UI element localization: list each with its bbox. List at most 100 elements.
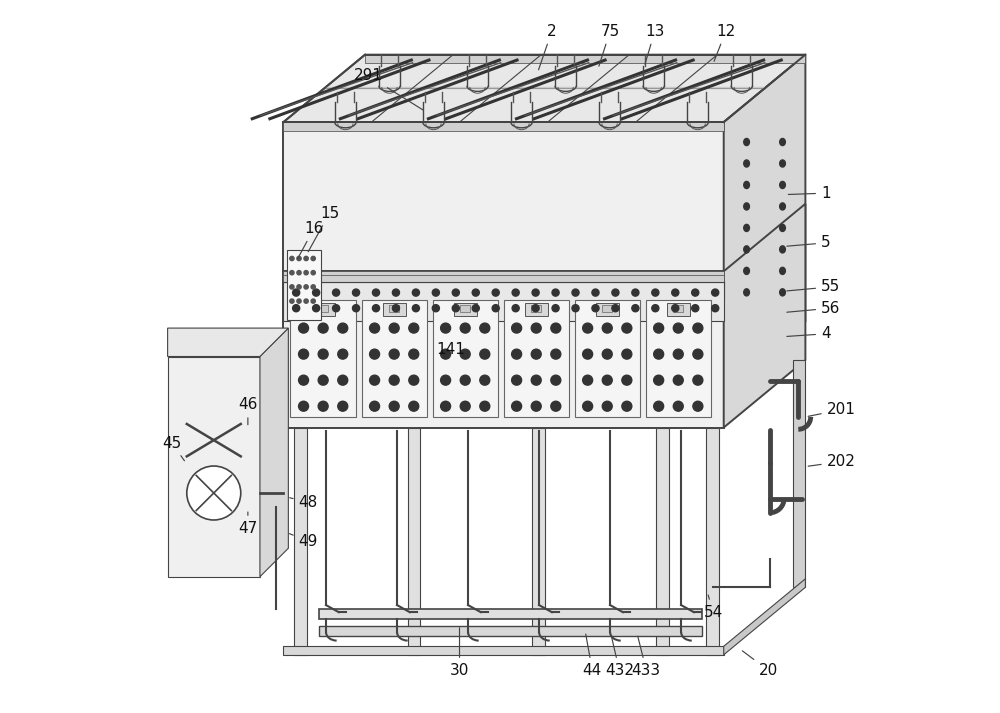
Circle shape xyxy=(441,323,451,333)
Circle shape xyxy=(602,349,612,359)
Circle shape xyxy=(592,289,599,296)
Circle shape xyxy=(372,304,380,312)
Circle shape xyxy=(480,401,490,411)
Circle shape xyxy=(460,349,470,359)
Polygon shape xyxy=(365,55,805,63)
Circle shape xyxy=(311,270,315,275)
Bar xyxy=(575,299,640,417)
Circle shape xyxy=(352,304,360,312)
Circle shape xyxy=(412,304,419,312)
Bar xyxy=(283,275,724,282)
Ellipse shape xyxy=(780,203,785,210)
Ellipse shape xyxy=(744,267,749,275)
Circle shape xyxy=(612,304,619,312)
Circle shape xyxy=(460,323,470,333)
Circle shape xyxy=(389,401,399,411)
Bar xyxy=(667,303,690,316)
Circle shape xyxy=(602,375,612,385)
Circle shape xyxy=(480,349,490,359)
Circle shape xyxy=(392,289,399,296)
Bar xyxy=(596,303,619,316)
Circle shape xyxy=(531,349,541,359)
Polygon shape xyxy=(260,328,288,577)
Circle shape xyxy=(622,375,632,385)
Circle shape xyxy=(299,375,309,385)
Ellipse shape xyxy=(780,246,785,253)
Circle shape xyxy=(318,349,328,359)
Circle shape xyxy=(673,375,683,385)
Circle shape xyxy=(583,323,593,333)
Circle shape xyxy=(672,304,679,312)
Circle shape xyxy=(338,401,348,411)
Circle shape xyxy=(602,401,612,411)
Circle shape xyxy=(297,299,301,303)
Bar xyxy=(460,305,470,312)
Circle shape xyxy=(299,401,309,411)
Text: 12: 12 xyxy=(714,24,735,61)
Circle shape xyxy=(531,323,541,333)
Bar xyxy=(408,428,420,655)
Text: 30: 30 xyxy=(450,627,469,678)
Bar xyxy=(283,271,724,279)
Circle shape xyxy=(654,349,664,359)
Text: 45: 45 xyxy=(162,436,184,461)
Circle shape xyxy=(712,289,719,296)
Circle shape xyxy=(512,349,522,359)
Text: 15: 15 xyxy=(308,205,339,252)
Circle shape xyxy=(338,349,348,359)
Polygon shape xyxy=(168,328,288,356)
Circle shape xyxy=(293,289,300,296)
Circle shape xyxy=(187,466,241,520)
Circle shape xyxy=(693,375,703,385)
Circle shape xyxy=(460,401,470,411)
Circle shape xyxy=(612,289,619,296)
Text: 48: 48 xyxy=(290,495,318,510)
Ellipse shape xyxy=(780,160,785,167)
Circle shape xyxy=(370,323,380,333)
Circle shape xyxy=(693,323,703,333)
Circle shape xyxy=(297,257,301,261)
Bar xyxy=(706,428,719,655)
Text: 44: 44 xyxy=(583,634,602,678)
Circle shape xyxy=(370,375,380,385)
Circle shape xyxy=(622,349,632,359)
Ellipse shape xyxy=(780,181,785,188)
Bar xyxy=(294,428,307,655)
Text: 54: 54 xyxy=(703,595,723,620)
Circle shape xyxy=(409,375,419,385)
Circle shape xyxy=(304,257,308,261)
Circle shape xyxy=(492,289,499,296)
Circle shape xyxy=(572,289,579,296)
Circle shape xyxy=(512,289,519,296)
Bar xyxy=(362,299,427,417)
Bar xyxy=(656,428,669,655)
Circle shape xyxy=(452,304,459,312)
Circle shape xyxy=(313,304,320,312)
Circle shape xyxy=(290,284,294,289)
Circle shape xyxy=(673,401,683,411)
Text: 46: 46 xyxy=(238,397,258,425)
Circle shape xyxy=(652,304,659,312)
Circle shape xyxy=(472,304,479,312)
Circle shape xyxy=(480,323,490,333)
Bar xyxy=(283,646,724,655)
Ellipse shape xyxy=(780,289,785,296)
Text: 20: 20 xyxy=(742,651,778,678)
Circle shape xyxy=(592,304,599,312)
Circle shape xyxy=(472,289,479,296)
Bar xyxy=(283,279,724,297)
Bar xyxy=(312,303,335,316)
Bar xyxy=(673,305,683,312)
Circle shape xyxy=(452,289,459,296)
Circle shape xyxy=(460,375,470,385)
Circle shape xyxy=(432,304,439,312)
Bar xyxy=(454,303,477,316)
Circle shape xyxy=(693,349,703,359)
Bar xyxy=(319,609,702,620)
Circle shape xyxy=(652,289,659,296)
Circle shape xyxy=(441,375,451,385)
Circle shape xyxy=(654,323,664,333)
Circle shape xyxy=(333,289,340,296)
Circle shape xyxy=(692,304,699,312)
Bar xyxy=(283,271,724,428)
